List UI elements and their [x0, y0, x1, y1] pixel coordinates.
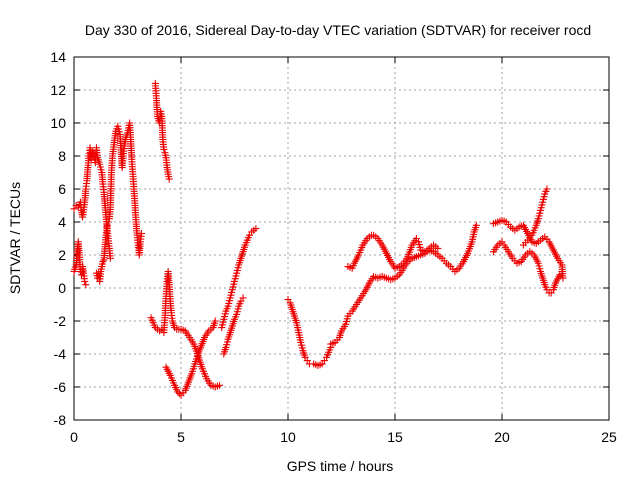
chart-grid	[74, 57, 609, 420]
data-point	[160, 145, 168, 153]
data-point	[216, 381, 224, 389]
series-arc9	[284, 296, 335, 370]
data-point	[472, 221, 480, 229]
x-axis-label: GPS time / hours	[287, 458, 394, 474]
series-arc6	[162, 317, 219, 399]
data-point	[165, 175, 173, 183]
data-point	[174, 388, 182, 396]
series-arc5	[147, 268, 224, 391]
series-arc10	[327, 221, 480, 348]
data-point	[137, 230, 145, 238]
y-axis-label: SDTVAR / TECUs	[7, 182, 23, 294]
data-point	[99, 258, 107, 266]
series-arc11	[344, 231, 442, 272]
y-tick-label: -6	[54, 379, 67, 395]
data-point	[211, 317, 219, 325]
x-tick-label: 15	[387, 429, 403, 445]
data-point	[82, 281, 90, 289]
series-arc3	[92, 119, 145, 285]
x-axis: 0 5 10 15 20 25	[70, 57, 617, 445]
series-arc8	[218, 225, 260, 332]
y-tick-label: -2	[54, 313, 67, 329]
data-point	[81, 277, 89, 285]
plot-frame	[73, 56, 610, 421]
series-arc7	[220, 294, 247, 358]
y-axis: -8 -6 -4 -2 0 2 4 6 8 10 12 14	[50, 49, 609, 428]
x-tick-label: 0	[70, 429, 78, 445]
y-tick-label: 14	[50, 49, 66, 65]
y-tick-label: 8	[58, 148, 66, 164]
x-tick-label: 10	[280, 429, 296, 445]
data-point	[252, 225, 260, 233]
y-tick-label: 12	[50, 82, 66, 98]
series-arc12	[489, 238, 566, 297]
x-tick-label: 20	[494, 429, 510, 445]
data-point	[175, 390, 183, 398]
series-arc13	[489, 216, 567, 282]
y-tick-label: 4	[58, 214, 66, 230]
series-arc4	[151, 79, 173, 183]
data-point	[543, 185, 551, 193]
series-arc1	[70, 238, 90, 289]
y-tick-label: 10	[50, 115, 66, 131]
y-tick-label: 0	[58, 280, 66, 296]
data-point	[106, 254, 114, 262]
series-arc14	[519, 185, 551, 249]
y-tick-label: -8	[54, 412, 67, 428]
data-point	[559, 274, 567, 282]
data-point	[88, 147, 96, 155]
chart-title: Day 330 of 2016, Sidereal Day-to-day VTE…	[85, 22, 591, 38]
data-series	[70, 79, 567, 399]
y-tick-label: 6	[58, 181, 66, 197]
data-point	[103, 221, 111, 229]
data-point	[239, 294, 247, 302]
y-tick-label: -4	[54, 346, 67, 362]
x-tick-label: 25	[601, 429, 617, 445]
x-tick-label: 5	[177, 429, 185, 445]
data-point	[104, 218, 112, 226]
data-point	[434, 244, 442, 252]
y-tick-label: 2	[58, 247, 66, 263]
